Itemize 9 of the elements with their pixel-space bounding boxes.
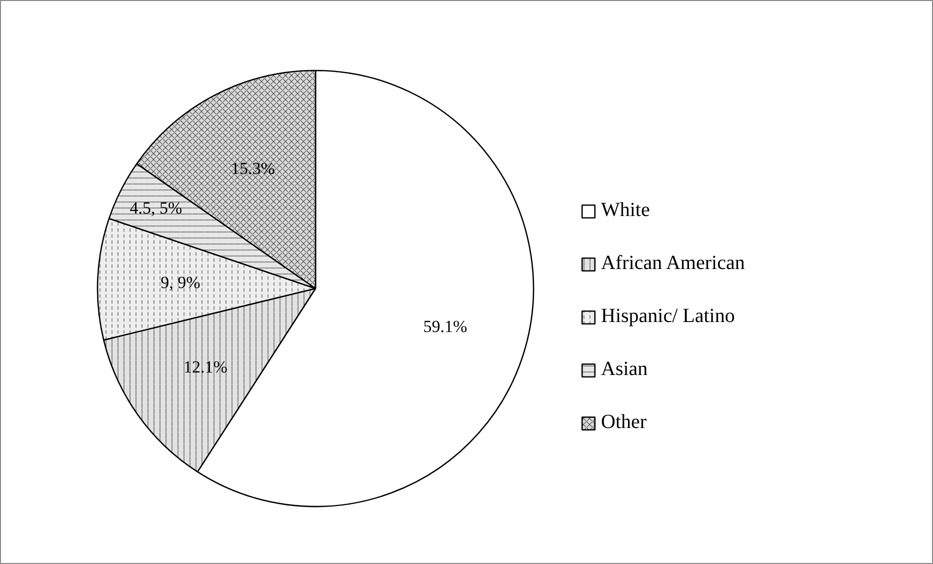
data-label: 4.5, 5% (130, 198, 182, 218)
legend-label: Other (601, 411, 647, 434)
data-label: 9, 9% (160, 273, 200, 292)
legend-label: Asian (601, 358, 648, 381)
legend-label: African American (601, 252, 745, 275)
legend-label: White (601, 199, 650, 222)
data-label: 12.1% (183, 357, 228, 376)
legend-label: Hispanic/ Latino (601, 305, 735, 328)
data-label: 59.1% (423, 317, 468, 336)
